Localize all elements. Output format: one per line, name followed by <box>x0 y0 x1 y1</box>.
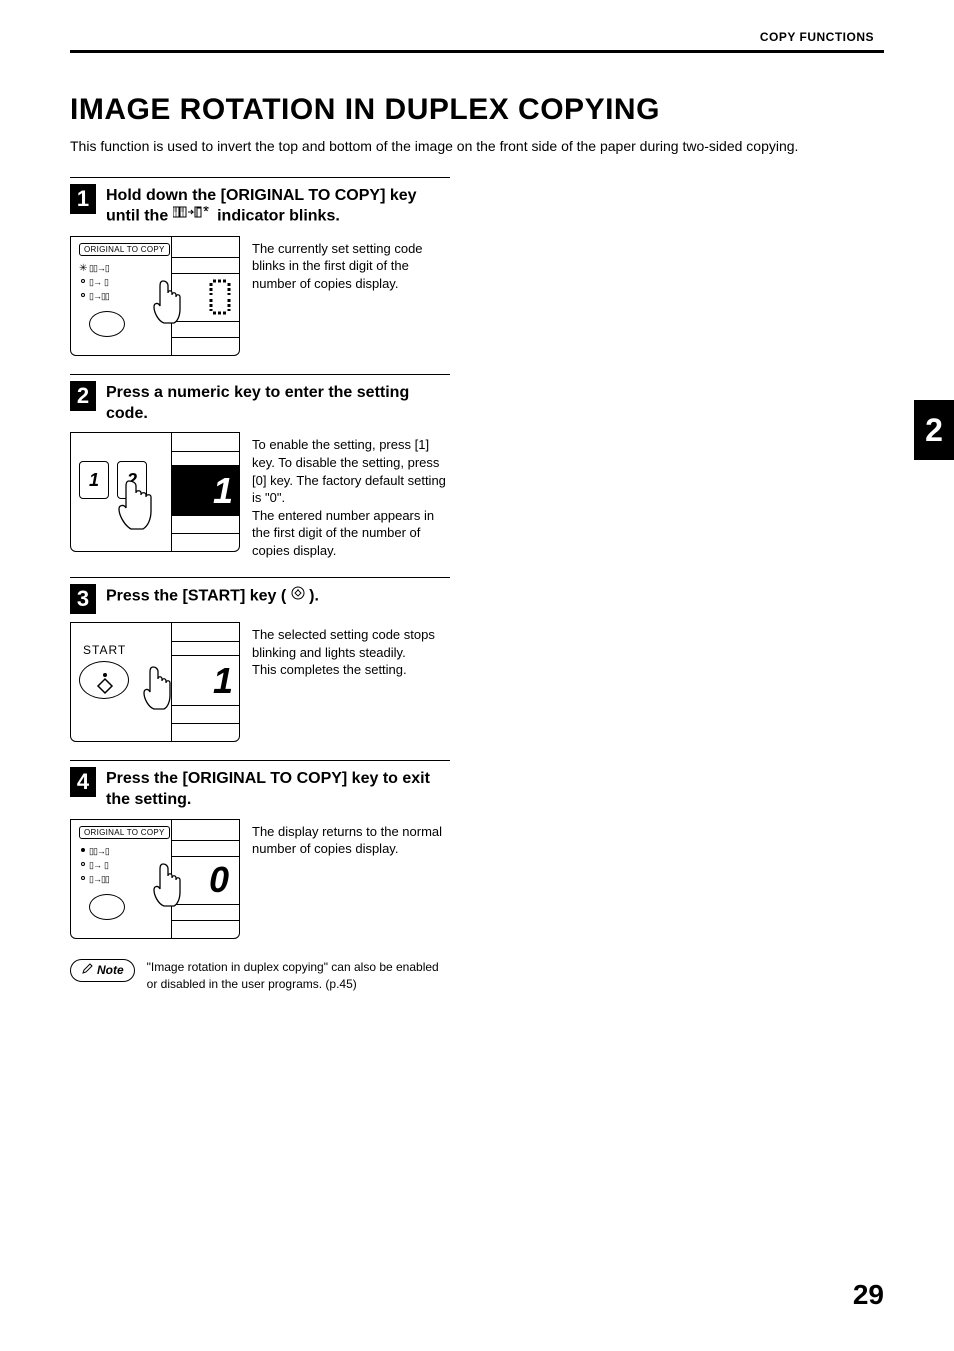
mode-row-3-icon: ▯→▯▯ <box>89 291 109 302</box>
step-title-part-b: ). <box>309 588 319 605</box>
step-illustration: ORIGINAL TO COPY ✳ ▯▯→▯ ▯→ ▯ ▯→▯▯ <box>70 236 240 356</box>
step-body-text: The display returns to the normal number… <box>252 819 450 858</box>
step-title: Hold down the [ORIGINAL TO COPY] key unt… <box>106 184 450 228</box>
step-2: 2 Press a numeric key to enter the setti… <box>70 374 450 559</box>
indicator-dot-icon <box>81 293 85 297</box>
note-pill: Note <box>70 959 135 982</box>
step-title-part-b: indicator blinks. <box>217 208 340 225</box>
page-title: IMAGE ROTATION IN DUPLEX COPYING <box>70 93 884 127</box>
orig-to-copy-label: ORIGINAL TO COPY <box>79 243 170 256</box>
step-3: 3 Press the [START] key ( ). START <box>70 577 450 742</box>
note-block: Note "Image rotation in duplex copying" … <box>70 959 450 993</box>
step-number-badge: 3 <box>70 584 96 614</box>
step-number-badge: 1 <box>70 184 96 214</box>
indicator-dot-icon <box>81 848 85 852</box>
step-title: Press a numeric key to enter the setting… <box>106 381 450 425</box>
hand-pointer-icon <box>115 477 155 535</box>
duplex-mode-icon <box>173 206 213 227</box>
mode-row-3-icon: ▯→▯▯ <box>89 874 109 885</box>
orig-to-copy-label: ORIGINAL TO COPY <box>79 826 170 839</box>
step-title-part-a: Press the [START] key ( <box>106 588 286 605</box>
header-rule <box>70 50 884 53</box>
intro-text: This function is used to invert the top … <box>70 137 884 157</box>
note-text: "Image rotation in duplex copying" can a… <box>147 959 450 993</box>
step-body-text: The currently set setting code blinks in… <box>252 236 450 293</box>
mode-row-1-icon: ▯▯→▯ <box>89 263 109 274</box>
header-section: COPY FUNCTIONS <box>70 30 884 44</box>
orig-to-copy-button[interactable] <box>89 311 125 337</box>
step-title: Press the [START] key ( ). <box>106 584 319 607</box>
page-number: 29 <box>853 1279 884 1311</box>
orig-to-copy-button[interactable] <box>89 894 125 920</box>
indicator-dot-icon <box>81 862 85 866</box>
indicator-dot-icon <box>81 279 85 283</box>
pencil-icon <box>81 963 93 978</box>
display-digit: 1 <box>213 663 233 699</box>
indicator-star-icon: ✳ <box>79 264 87 274</box>
numeric-key-1[interactable]: 1 <box>79 461 109 499</box>
step-1: 1 Hold down the [ORIGINAL TO COPY] key u… <box>70 177 450 356</box>
start-button[interactable] <box>79 661 129 699</box>
step-illustration: 1 2 1 <box>70 432 240 552</box>
display-digit <box>207 279 233 321</box>
display-digit: 1 <box>213 473 233 509</box>
step-illustration: ORIGINAL TO COPY ▯▯→▯ ▯→ ▯ ▯→▯▯ 0 <box>70 819 240 939</box>
step-title: Press the [ORIGINAL TO COPY] key to exit… <box>106 767 450 811</box>
mode-row-2-icon: ▯→ ▯ <box>89 277 108 288</box>
indicator-dot-icon <box>81 876 85 880</box>
chapter-tab: 2 <box>914 400 954 460</box>
hand-pointer-icon <box>151 277 185 327</box>
display-digit: 0 <box>209 862 229 898</box>
mode-row-2-icon: ▯→ ▯ <box>89 860 108 871</box>
step-4: 4 Press the [ORIGINAL TO COPY] key to ex… <box>70 760 450 939</box>
step-body-text: To enable the setting, press [1] key. To… <box>252 432 450 559</box>
note-label: Note <box>97 963 124 977</box>
hand-pointer-icon <box>141 663 175 713</box>
step-number-badge: 2 <box>70 381 96 411</box>
step-number-badge: 4 <box>70 767 96 797</box>
hand-pointer-icon <box>151 860 185 910</box>
start-key-icon <box>291 586 305 607</box>
mode-row-1-icon: ▯▯→▯ <box>89 846 109 857</box>
step-illustration: START 1 <box>70 622 240 742</box>
start-label: START <box>83 643 126 657</box>
step-body-text: The selected setting code stops blinking… <box>252 622 450 679</box>
